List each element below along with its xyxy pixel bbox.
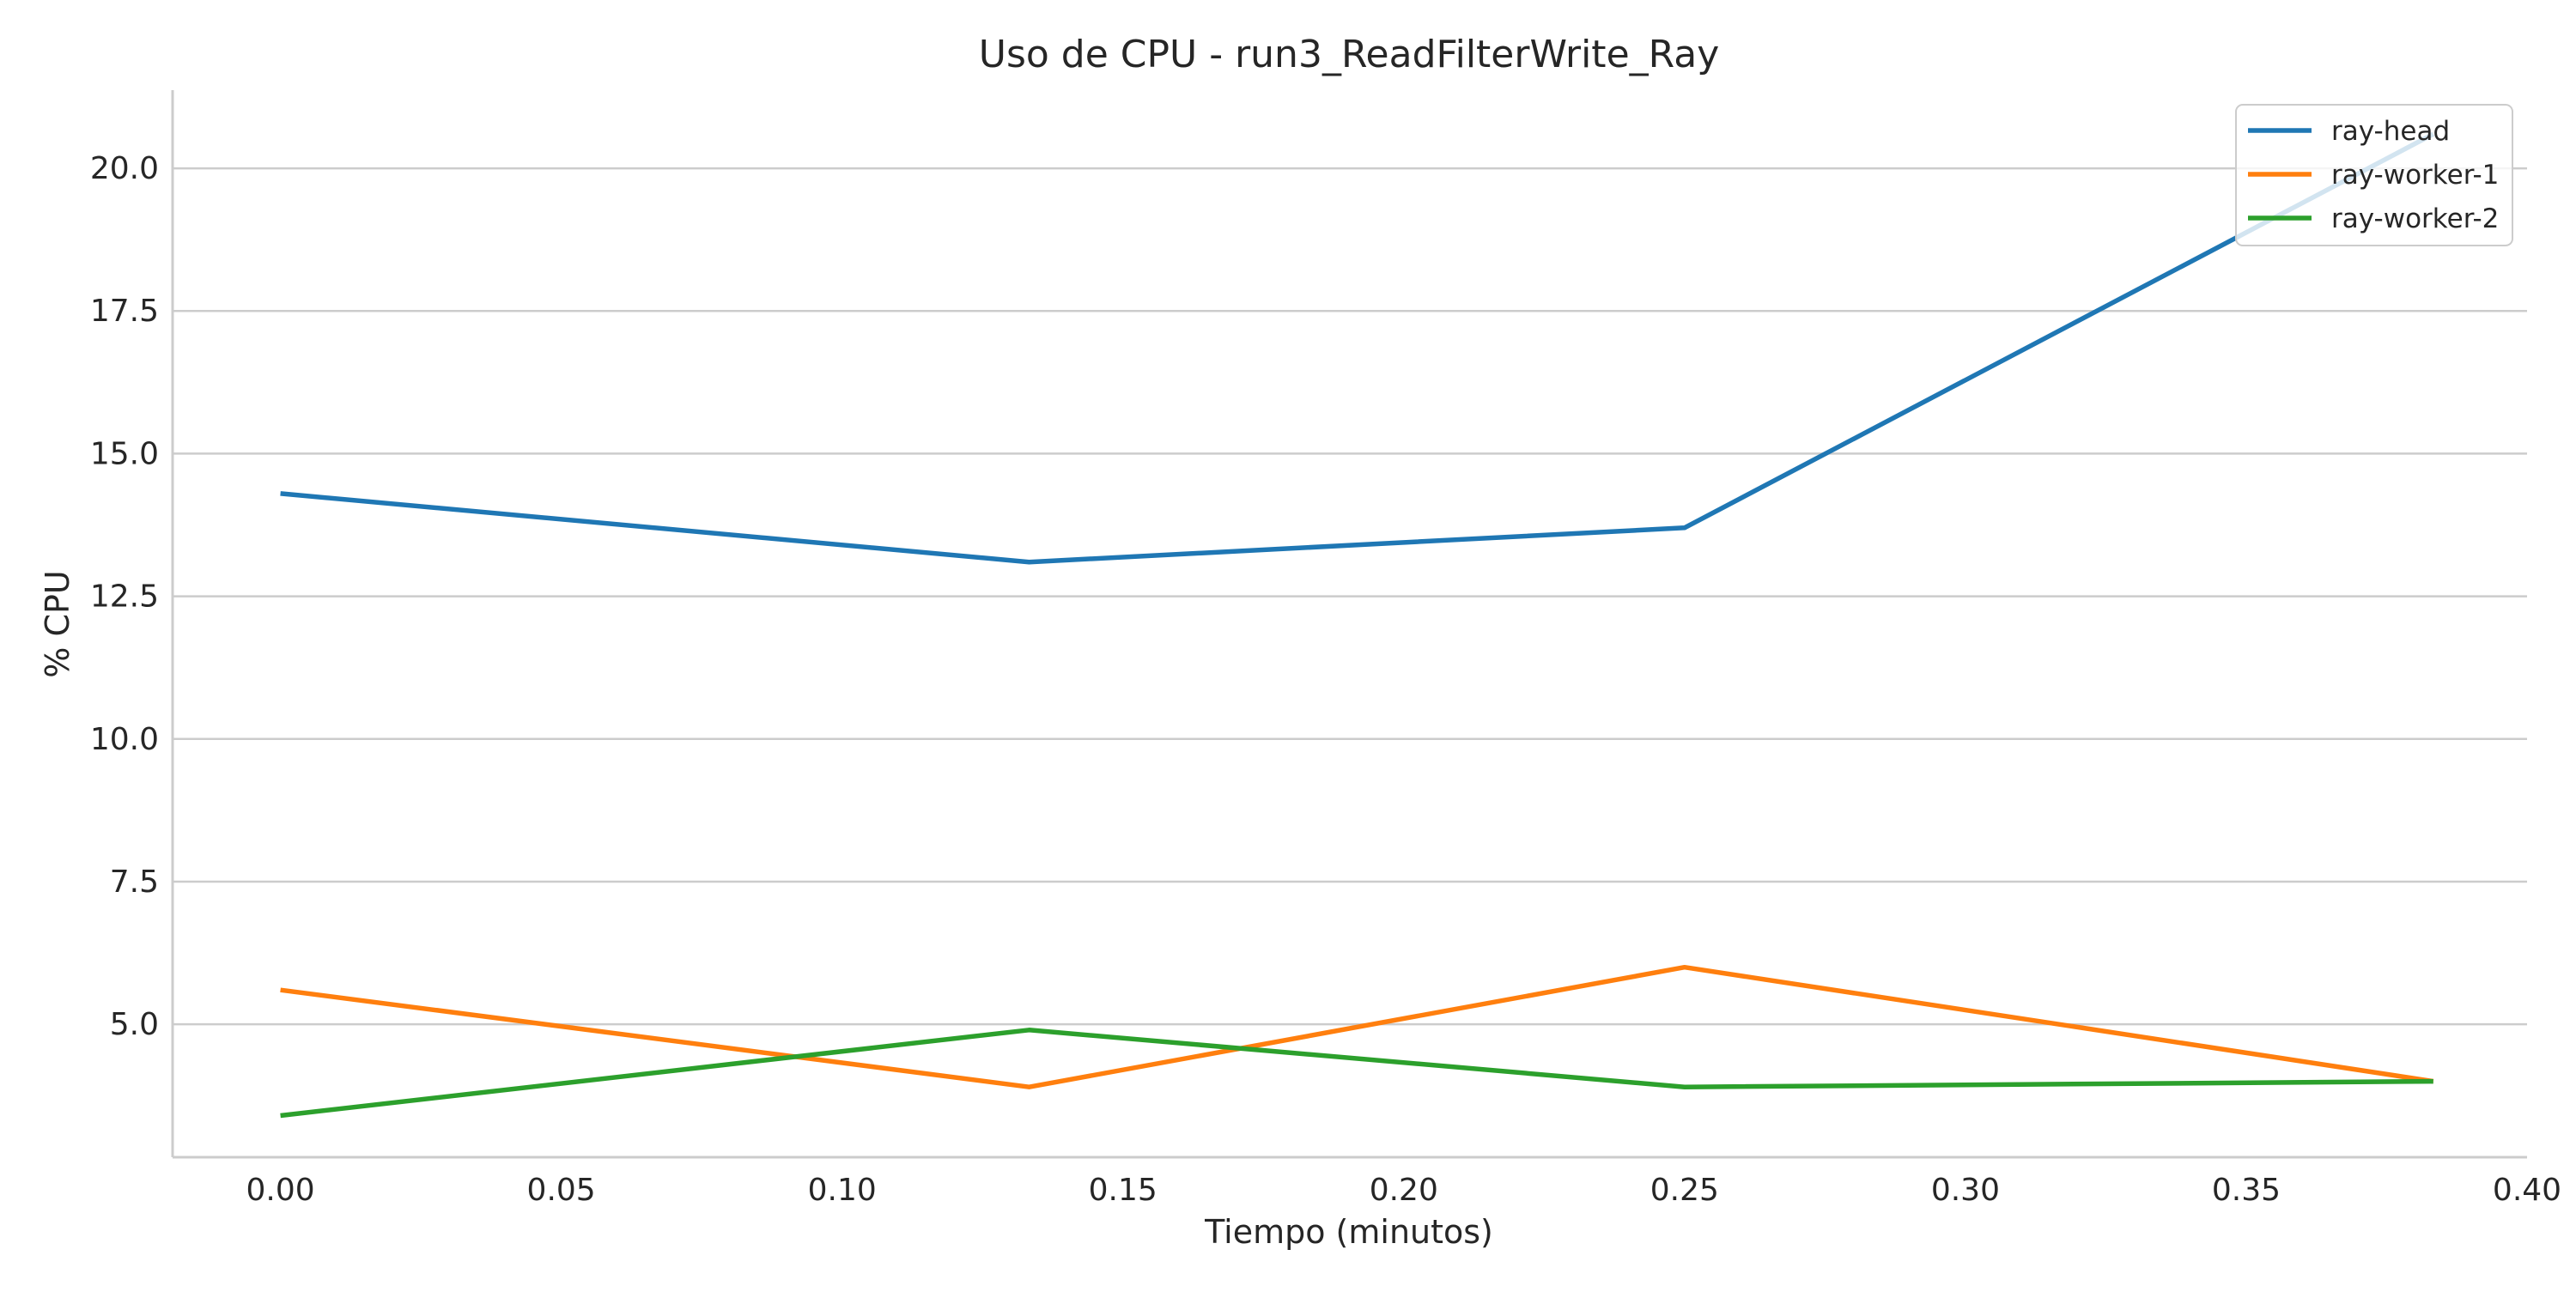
y-tick-label: 12.5	[90, 579, 159, 615]
y-axis-label: % CPU	[39, 570, 76, 677]
y-tick-label: 17.5	[90, 294, 159, 329]
x-tick-label: 0.10	[808, 1173, 877, 1208]
legend-label: ray-worker-2	[2331, 203, 2499, 234]
series-line-ray-worker-2	[280, 1028, 2433, 1119]
legend-label: ray-worker-1	[2331, 160, 2499, 191]
y-tick-label: 7.5	[110, 864, 159, 900]
series-line-ray-head	[280, 131, 2435, 565]
legend-box	[2235, 104, 2513, 246]
tick-labels: 5.0 7.5 10.0 12.5 15.0 17.5 20.0 0.00 0.05 0.10 0.…	[90, 151, 2561, 1208]
grid-lines	[173, 167, 2527, 1026]
legend-label: ray-head	[2331, 116, 2450, 147]
x-tick-label: 0.15	[1089, 1173, 1157, 1208]
x-tick-label: 0.30	[1931, 1173, 2000, 1208]
chart-title: Uso de CPU - run3_ReadFilterWrite_Ray	[979, 33, 1720, 76]
y-tick-label: 20.0	[90, 151, 159, 186]
legend: ray-head ray-worker-1 ray-worker-2	[2235, 104, 2513, 246]
series-line-ray-worker-1	[280, 964, 2434, 1089]
x-axis-label: Tiempo (minutos)	[1204, 1213, 1493, 1251]
axes	[171, 90, 2527, 1159]
y-tick-label: 5.0	[110, 1007, 159, 1042]
x-tick-label: 0.40	[2493, 1173, 2561, 1208]
x-tick-label: 0.00	[246, 1173, 315, 1208]
x-tick-label: 0.20	[1370, 1173, 1438, 1208]
y-tick-label: 10.0	[90, 722, 159, 757]
x-tick-label: 0.35	[2212, 1173, 2281, 1208]
series-lines	[280, 131, 2435, 1119]
x-tick-label: 0.25	[1650, 1173, 1719, 1208]
y-tick-label: 15.0	[90, 436, 159, 471]
x-tick-label: 0.05	[527, 1173, 596, 1208]
